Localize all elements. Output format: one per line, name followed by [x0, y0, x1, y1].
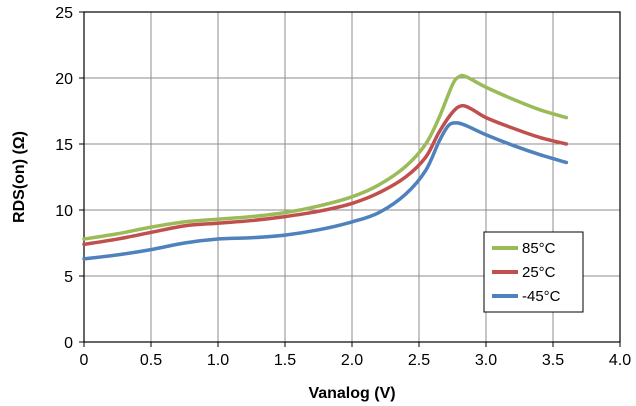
y-tick-label: 20	[55, 71, 73, 88]
x-tick-label: 4.0	[609, 352, 631, 369]
legend: 85°C 25°C -45°C	[483, 231, 584, 313]
y-axis-title: RDS(on) (Ω)	[11, 131, 28, 223]
legend-entry-label: 25°C	[522, 264, 556, 281]
y-axis-ticks: 0 5 10 15 20 25	[55, 5, 84, 352]
series-layer	[82, 73, 569, 261]
x-axis-title: Vanalog (V)	[308, 385, 395, 402]
x-tick-label: 3.5	[542, 352, 564, 369]
series-line-25c	[82, 103, 569, 247]
y-tick-label: 15	[55, 137, 73, 154]
x-tick-label: 1.0	[207, 352, 229, 369]
x-tick-label: 0	[80, 352, 89, 369]
x-tick-label: 0.5	[140, 352, 162, 369]
x-tick-label: 2.0	[341, 352, 363, 369]
y-tick-label: 5	[64, 269, 73, 286]
x-tick-label: 1.5	[274, 352, 296, 369]
series-line-85c	[82, 73, 569, 241]
x-tick-label: 3.0	[475, 352, 497, 369]
y-tick-label: 25	[55, 5, 73, 22]
legend-entry-label: -45°C	[522, 288, 561, 305]
y-tick-label: 10	[55, 203, 73, 220]
y-tick-label: 0	[64, 335, 73, 352]
x-tick-label: 2.5	[408, 352, 430, 369]
x-axis-ticks: 0 0.5 1.0 1.5 2.0 2.5 3.0 3.5 4.0	[80, 342, 631, 369]
legend-entry-label: 85°C	[522, 240, 556, 257]
series-line-45c	[82, 121, 569, 261]
